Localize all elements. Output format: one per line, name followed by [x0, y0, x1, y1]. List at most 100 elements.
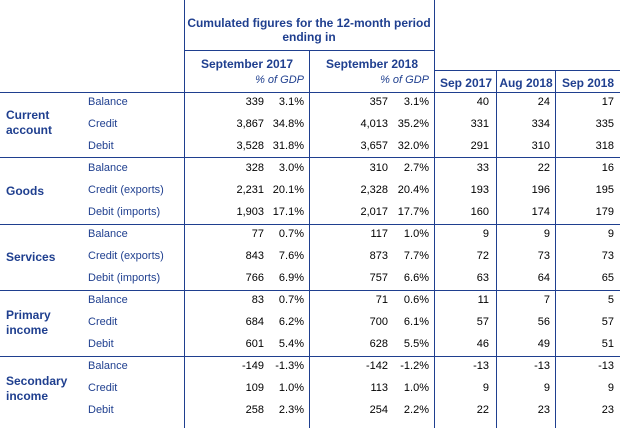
- pct-gdp-label-2018: % of GDP: [380, 74, 429, 86]
- table-cell: 0.7%: [278, 294, 304, 306]
- table-cell: 2.2%: [403, 404, 429, 416]
- col-header-sep2017: September 2017: [200, 57, 294, 71]
- rule-h-g3: [0, 290, 620, 291]
- group-name: Secondary income: [6, 374, 68, 403]
- table-cell: 23: [537, 404, 550, 416]
- table-cell: 1.0%: [403, 228, 429, 240]
- table-cell: 331: [470, 118, 489, 130]
- row-label: Debit: [88, 140, 114, 152]
- table-cell: 73: [601, 250, 614, 262]
- table-cell: 2,328: [360, 184, 388, 196]
- table-cell: 328: [245, 162, 264, 174]
- col-header-sep2018: September 2018: [325, 57, 419, 71]
- table-cell: 310: [531, 140, 550, 152]
- table-cell: 357: [369, 96, 388, 108]
- table-cell: 22: [537, 162, 550, 174]
- table-cell: 32.0%: [397, 140, 429, 152]
- table-cell: 291: [470, 140, 489, 152]
- table-cell: 23: [601, 404, 614, 416]
- table-cell: 6.2%: [278, 316, 304, 328]
- table-cell: 72: [476, 250, 489, 262]
- row-label: Credit: [88, 118, 118, 130]
- group-name: Services: [6, 250, 56, 264]
- table-cell: 63: [476, 272, 489, 284]
- group-name: Current account: [6, 108, 53, 137]
- row-label: Debit: [88, 338, 114, 350]
- row-label: Credit (exports): [88, 184, 164, 196]
- table-cell: 33: [476, 162, 489, 174]
- table-cell: 31.8%: [272, 140, 304, 152]
- pct-gdp-label-2017: % of GDP: [255, 74, 304, 86]
- table-cell: -1.3%: [275, 360, 304, 372]
- rule-v-2: [309, 50, 310, 428]
- row-label: Credit: [88, 316, 118, 328]
- rule-h-g2: [0, 224, 620, 225]
- table-cell: 24: [537, 96, 550, 108]
- table-cell: -1.2%: [400, 360, 429, 372]
- table-cell: 3,657: [360, 140, 388, 152]
- row-label: Balance: [88, 96, 128, 108]
- table-cell: 2.3%: [278, 404, 304, 416]
- col-header-monthly-1: Sep 2017: [439, 76, 493, 90]
- table-cell: 174: [531, 206, 550, 218]
- table-cell: 51: [601, 338, 614, 350]
- table-cell: 57: [601, 316, 614, 328]
- table-cell: 335: [595, 118, 614, 130]
- row-label: Credit (exports): [88, 250, 164, 262]
- group-name: Goods: [6, 184, 44, 198]
- row-label: Balance: [88, 162, 128, 174]
- row-label: Balance: [88, 228, 128, 240]
- row-label: Credit: [88, 382, 118, 394]
- table-cell: 46: [476, 338, 489, 350]
- table-cell: 117: [370, 228, 388, 240]
- table-cell: 873: [369, 250, 388, 262]
- table-cell: 1.0%: [403, 382, 429, 394]
- table-cell: -142: [365, 360, 388, 372]
- table-cell: 0.6%: [403, 294, 429, 306]
- table-cell: 3,528: [236, 140, 264, 152]
- table-cell: 3.0%: [278, 162, 304, 174]
- table-cell: 73: [537, 250, 550, 262]
- rule-v-3: [434, 0, 435, 428]
- table-cell: 258: [245, 404, 264, 416]
- table-cell: 3.1%: [278, 96, 304, 108]
- table-cell: 5.5%: [403, 338, 429, 350]
- table-cell: 766: [245, 272, 264, 284]
- table-cell: 1.0%: [278, 382, 304, 394]
- row-label: Balance: [88, 294, 128, 306]
- table-cell: 7.7%: [403, 250, 429, 262]
- table-cell: -149: [241, 360, 264, 372]
- row-label: Balance: [88, 360, 128, 372]
- rule-v-1: [184, 0, 185, 428]
- table-cell: 49: [537, 338, 550, 350]
- table-cell: 65: [601, 272, 614, 284]
- table-cell: 20.4%: [397, 184, 429, 196]
- table-cell: 195: [595, 184, 614, 196]
- table-cell: 34.8%: [272, 118, 304, 130]
- table-cell: 628: [369, 338, 388, 350]
- table-cell: 7: [543, 294, 550, 306]
- table-cell: 700: [369, 316, 388, 328]
- table-cell: 160: [470, 206, 489, 218]
- table-cell: 2,231: [236, 184, 264, 196]
- table-cell: 17.7%: [397, 206, 429, 218]
- table-cell: -13: [473, 360, 489, 372]
- table-cell: 40: [476, 96, 489, 108]
- table-cell: 83: [251, 294, 264, 306]
- rule-h-header: [0, 92, 620, 93]
- table-cell: 77: [251, 228, 264, 240]
- table-cell: 7.6%: [278, 250, 304, 262]
- table-cell: 254: [369, 404, 388, 416]
- table-cell: 6.9%: [278, 272, 304, 284]
- row-label: Debit (imports): [88, 272, 161, 284]
- table-cell: 757: [369, 272, 388, 284]
- table-cell: 9: [607, 382, 614, 394]
- table-cell: 601: [245, 338, 264, 350]
- table-cell: 9: [543, 382, 550, 394]
- table-cell: 4,013: [360, 118, 388, 130]
- table-cell: 109: [245, 382, 264, 394]
- table-cell: 5.4%: [278, 338, 304, 350]
- row-label: Debit: [88, 404, 114, 416]
- table-cell: 3.1%: [403, 96, 429, 108]
